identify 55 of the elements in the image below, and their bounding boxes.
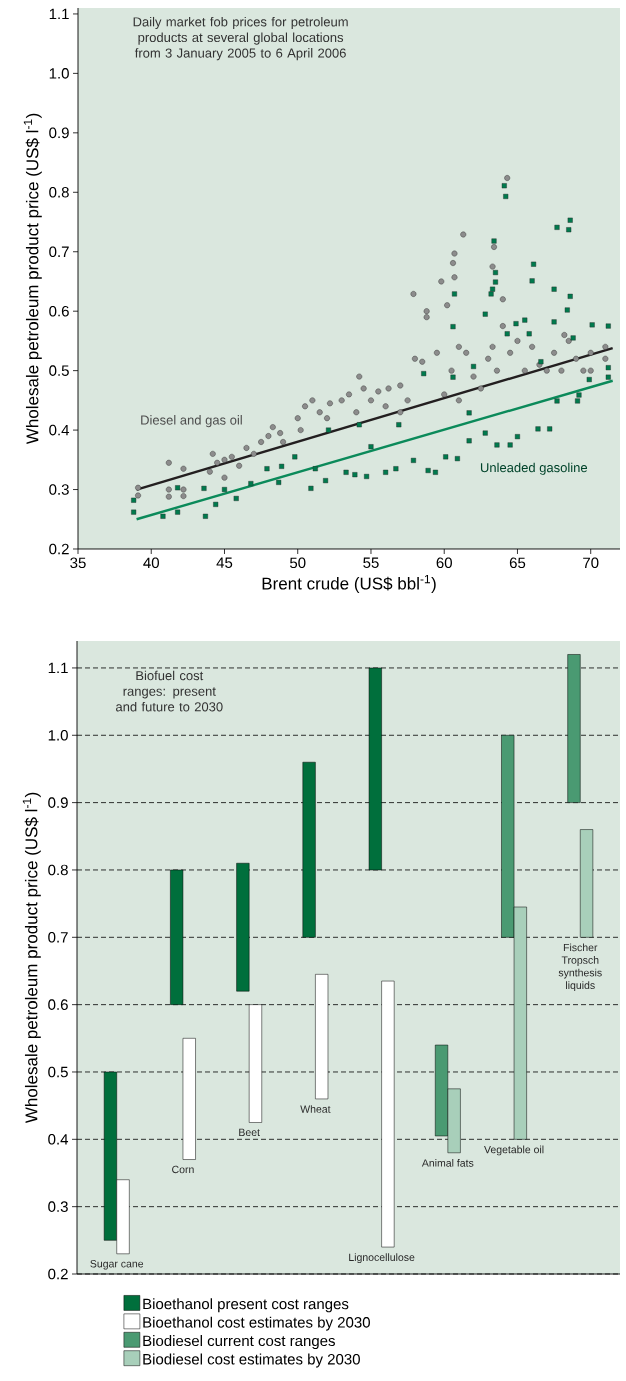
y-tick-label: 1.1	[49, 8, 69, 20]
bar	[315, 974, 329, 1100]
y-tick-label: 0.4	[48, 1134, 69, 1145]
y-tick-label: 0.6	[48, 999, 68, 1010]
y-tick-label: 0.8	[49, 186, 69, 198]
x-tick-label: 70	[583, 557, 599, 569]
bar	[248, 1004, 262, 1123]
x-tick-label: 40	[143, 557, 159, 569]
y-tick-label: 0.7	[48, 931, 68, 943]
bar	[182, 1038, 196, 1160]
y-tick-label: 0.3	[48, 1201, 68, 1212]
text: Daily market fob prices for petroleum products at several global locations from 3 January 2005 to 6 April 2006	[133, 16, 348, 61]
legend-label: Bioethanol present cost ranges	[143, 1298, 349, 1313]
x-tick-label: Sugar cane	[90, 1260, 144, 1270]
x-tick-label: Lignocellulose	[349, 1253, 415, 1264]
y-tick-label: 0.5	[48, 1066, 68, 1078]
x-tick-label: 60	[436, 557, 452, 569]
x-tick-label: Wheat	[300, 1105, 331, 1113]
x-tick-label: Fischer Tropsch synthesis liquids	[558, 943, 602, 992]
y-tick-label: 0.3	[49, 484, 69, 495]
x-tick-label: 35	[70, 557, 86, 569]
y-tick-label: 0.7	[49, 246, 69, 258]
x-tick-label: Beet	[239, 1128, 260, 1137]
y-tick-label: 0.8	[48, 864, 68, 876]
x-tick-label: 50	[289, 557, 306, 569]
y-tick-label: 0.5	[49, 365, 69, 376]
y-tick-label: 0.9	[48, 797, 68, 808]
series-label: Unleaded gasoline	[480, 462, 588, 475]
y-tick-label: 0.4	[49, 424, 70, 436]
x-tick-label: Vegetable oil	[484, 1145, 544, 1156]
y-axis-title: Wholesale petroleum product price (US$ l$^{-1}$)	[22, 792, 41, 1124]
bar	[170, 869, 184, 1005]
y-tick-label: 1.1	[48, 662, 68, 674]
x-tick-label: Corn	[172, 1165, 194, 1174]
x-tick-label: Animal fats	[421, 1159, 474, 1167]
y-tick-label: 0.9	[49, 127, 69, 139]
x-axis-title: Brent crude (US$ bbl$^{-1}$)	[262, 574, 436, 593]
y-tick-label: 1.0	[49, 68, 69, 79]
bar	[302, 761, 316, 938]
y-tick-label: 0.2	[48, 1268, 68, 1280]
series-label: Diesel and gas oil	[141, 415, 242, 428]
legend-label: Biodiesel current cost ranges	[143, 1335, 335, 1350]
x-tick-label: 55	[363, 557, 379, 568]
x-tick-label: 65	[509, 557, 526, 569]
y-tick-label: 1.0	[48, 729, 68, 741]
y-axis-title: Wholesale petroleum product price (US$ l$^{-1}$)	[23, 113, 42, 445]
text: Biofuel cost ranges: present and future to 2030	[116, 670, 223, 712]
legend-label: Bioethanol cost estimates by 2030	[143, 1316, 370, 1331]
bar	[236, 862, 250, 992]
bar	[580, 829, 594, 938]
bar	[381, 980, 395, 1248]
x-tick-label: 45	[216, 557, 233, 568]
y-tick-label: 0.2	[49, 543, 69, 555]
y-tick-label: 0.6	[49, 305, 69, 317]
legend-label: Biodiesel cost estimates by 2030	[143, 1353, 360, 1368]
